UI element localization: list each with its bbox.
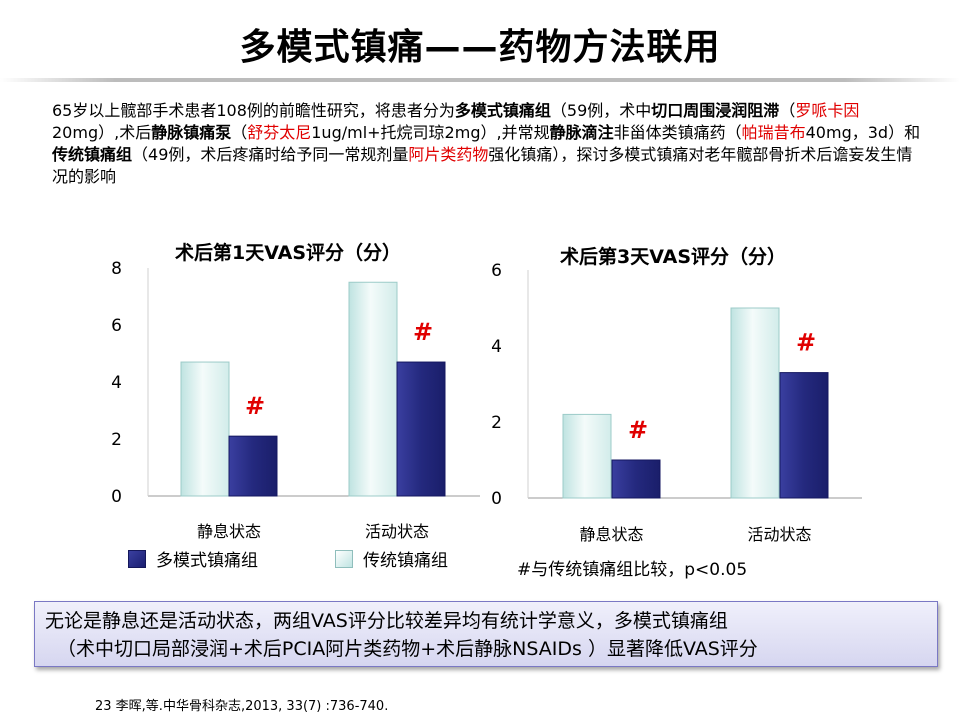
- intro-segment: 65岁以上髋部手术患者108例的前瞻性研究，将患者分为: [52, 101, 455, 120]
- chart2-bar-traditional: [730, 307, 780, 499]
- conclusion-box: 无论是静息还是活动状态，两组VAS评分比较差异均有统计学意义，多模式镇痛组 （术…: [34, 601, 938, 667]
- intro-segment: 40mg，3d）和: [805, 123, 921, 142]
- intro-segment: （59例，术中: [550, 101, 652, 120]
- legend-item-multimodal: 多模式镇痛组: [128, 546, 258, 571]
- chart1-bar-traditional: [348, 281, 398, 497]
- chart1-y-tick-label: 0: [111, 487, 122, 507]
- legend-swatch-traditional: [335, 549, 353, 568]
- chart2-y-tick-label: 2: [491, 413, 502, 433]
- legend-swatch-multimodal: [128, 549, 146, 568]
- chart2-bar-traditional: [562, 413, 612, 499]
- reference-citation: 23 李晖,等.中华骨科杂志,2013, 33(7) :736-740.: [95, 699, 389, 714]
- chart2-title: 术后第3天VAS评分（分）: [560, 246, 787, 268]
- chart1-bar-traditional: [180, 361, 230, 497]
- chart2-significance-marker: #: [796, 329, 816, 357]
- legend-label-multimodal: 多模式镇痛组: [156, 551, 258, 571]
- chart2-category-label: 活动状态: [747, 525, 811, 544]
- chart1-y-tick-label: 8: [111, 259, 122, 279]
- intro-segment: 1ug/ml+托烷司琼2mg）,并常规: [311, 123, 550, 142]
- intro-segment: 20mg）,术后: [52, 123, 152, 142]
- intro-segment: 非甾体类镇痛药（: [613, 123, 742, 142]
- study-description: 65岁以上髋部手术患者108例的前瞻性研究，将患者分为多模式镇痛组（59例，术中…: [52, 100, 922, 188]
- chart2-significance-marker: #: [628, 416, 648, 444]
- chart1-category-label: 静息状态: [197, 522, 261, 541]
- significance-note: #与传统镇痛组比较，p<0.05: [517, 560, 748, 580]
- intro-segment: 舒芬太尼: [247, 123, 312, 142]
- chart2-y-tick-label: 4: [491, 337, 502, 357]
- chart2-bar-multimodal: [779, 372, 829, 499]
- legend-label-traditional: 传统镇痛组: [363, 551, 448, 571]
- intro-segment: 静脉滴注: [549, 123, 614, 142]
- conclusion-line-2: （术中切口局部浸润+术后PCIA阿片类药物+术后静脉NSAIDs ）显著降低VA…: [57, 638, 758, 660]
- intro-segment: 切口周围浸润阻滞: [651, 101, 780, 120]
- intro-segment: 帕瑞昔布: [741, 123, 806, 142]
- legend-item-traditional: 传统镇痛组: [335, 546, 448, 571]
- title-divider: [0, 78, 960, 82]
- chart2-bar-multimodal: [611, 459, 661, 499]
- chart1-y-tick-label: 2: [111, 430, 122, 450]
- intro-segment: （: [779, 101, 796, 120]
- chart2-category-label: 静息状态: [579, 525, 643, 544]
- chart2-y-tick-label: 6: [491, 261, 502, 281]
- intro-segment: （: [231, 123, 248, 142]
- chart1-y-tick-label: 6: [111, 316, 122, 336]
- chart1-category-label: 活动状态: [365, 522, 429, 541]
- page-title: 多模式镇痛——药物方法联用: [239, 27, 721, 68]
- chart1-bar-multimodal: [228, 435, 278, 497]
- intro-segment: 传统镇痛组: [52, 145, 133, 164]
- chart1-y-tick-label: 4: [111, 373, 122, 393]
- intro-segment: 罗哌卡因: [795, 101, 860, 120]
- chart2-y-tick-label: 0: [491, 489, 502, 509]
- intro-segment: 阿片类药物: [408, 145, 489, 164]
- chart1-bar-multimodal: [396, 361, 446, 497]
- intro-segment: 多模式镇痛组: [454, 101, 551, 120]
- intro-segment: 静脉镇痛泵: [151, 123, 232, 142]
- chart1-title: 术后第1天VAS评分（分）: [175, 242, 402, 264]
- conclusion-line-1: 无论是静息还是活动状态，两组VAS评分比较差异均有统计学意义，多模式镇痛组: [45, 610, 728, 632]
- intro-segment: 强化镇痛），探讨多模式镇痛对老年髋部骨折术后谵妄发生情况的影响: [52, 145, 913, 186]
- chart1-significance-marker: #: [245, 392, 265, 420]
- intro-segment: （49例，术后疼痛时给予同一常规剂量: [132, 145, 409, 164]
- chart1-significance-marker: #: [413, 318, 433, 346]
